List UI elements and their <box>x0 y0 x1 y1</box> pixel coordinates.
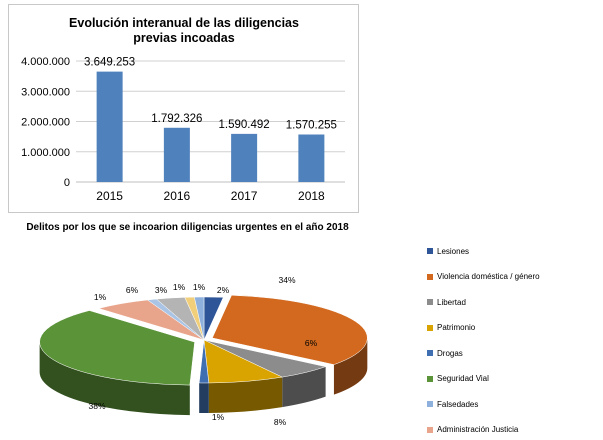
pie-slice <box>211 295 368 365</box>
legend-item: Drogas <box>427 346 463 360</box>
pie-value-label: 8% <box>274 417 287 427</box>
legend-item: Falsedades <box>427 397 478 411</box>
legend-swatch <box>427 273 433 280</box>
pie-slice <box>39 310 195 386</box>
pie-value-label: 6% <box>305 338 318 348</box>
pie-chart-title: Delitos por los que se incoarion diligen… <box>26 222 349 233</box>
pie-value-label: 3% <box>155 285 168 295</box>
legend-item: Patrimonio <box>427 321 475 335</box>
pie-value-label: 2% <box>217 285 230 295</box>
legend-swatch <box>427 248 433 254</box>
pie-slice-side <box>199 382 209 413</box>
legend-swatch <box>427 324 433 331</box>
legend-label: Libertad <box>437 297 466 307</box>
legend-item: Administración Justicia <box>427 423 518 437</box>
pie-value-label: 1% <box>173 282 186 292</box>
pie-slice-side <box>208 377 283 413</box>
legend-label: Administración Justicia <box>437 425 519 434</box>
legend-label: Lesiones <box>437 246 470 256</box>
legend-label: Falsedades <box>437 399 479 409</box>
pie-slice-side <box>39 342 190 416</box>
legend-swatch <box>427 299 433 305</box>
pie-slice <box>194 296 205 341</box>
legend-swatch <box>427 401 433 407</box>
pie-value-label: 1% <box>212 412 225 422</box>
pie-slice <box>198 339 210 384</box>
legend-label: Seguridad Vial <box>437 374 489 383</box>
legend-item: Lesiones <box>427 244 469 258</box>
legend-swatch <box>427 350 433 356</box>
pie-value-label: 1% <box>94 292 107 302</box>
bar-chart-title: Evolución interanual de las diligencias … <box>69 16 299 45</box>
pie-value-label: 6% <box>126 285 139 295</box>
pie-slice-side <box>282 366 326 408</box>
legend-label: Violencia doméstica / género <box>437 272 540 281</box>
legend-swatch <box>427 426 433 433</box>
legend-item: Violencia doméstica / género <box>427 270 540 284</box>
pie-value-label: 38% <box>88 401 105 411</box>
pie-value-label: 34% <box>278 275 295 285</box>
legend-swatch <box>427 375 433 382</box>
legend-item: Seguridad Vial <box>427 372 489 386</box>
pie-value-label: 1% <box>193 282 206 292</box>
legend-label: Patrimonio <box>437 323 476 332</box>
legend-item: Libertad <box>427 295 466 309</box>
legend-label: Drogas <box>437 348 463 358</box>
